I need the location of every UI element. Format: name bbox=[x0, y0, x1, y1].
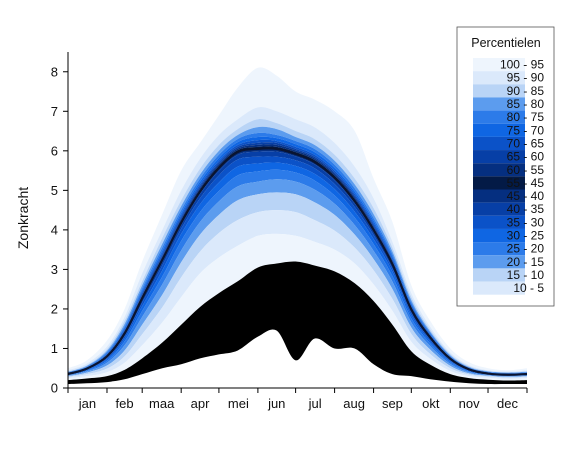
x-tick-label-nov: nov bbox=[459, 396, 480, 411]
band-5-0 bbox=[68, 261, 527, 385]
y-tick-label: 4 bbox=[51, 222, 58, 237]
legend-entry-label: 90 - 85 bbox=[507, 84, 545, 98]
legend-entry-label: 70 - 65 bbox=[507, 136, 545, 150]
y-tick-label: 1 bbox=[51, 341, 58, 356]
legend-swatch bbox=[473, 255, 525, 269]
band-80-75 bbox=[68, 132, 527, 374]
x-ticks: jan feb maa apr mei jun jul aug sep okt nov dec bbox=[67, 388, 528, 411]
band-25-20 bbox=[68, 179, 527, 377]
median-line bbox=[67, 147, 528, 376]
percentile-bands bbox=[68, 67, 527, 385]
legend-entry-label: 45 - 40 bbox=[507, 189, 545, 203]
y-axis-label: Zonkracht bbox=[15, 187, 31, 249]
legend-entry-label: 80 - 75 bbox=[507, 110, 545, 124]
legend-entry-label: 10 - 5 bbox=[513, 281, 544, 295]
axes: 0 1 2 3 4 5 6 7 8 jan feb maa apr mei jun jul aug sep okt… bbox=[51, 52, 528, 411]
x-tick-label-feb: feb bbox=[116, 396, 134, 411]
x-tick-label-maa: maa bbox=[149, 396, 175, 411]
legend-title: Percentielen bbox=[471, 36, 541, 50]
x-tick-label-jun: jun bbox=[267, 396, 285, 411]
legend-entry-label: 60 - 55 bbox=[507, 163, 545, 177]
legend-entry-label: 95 - 90 bbox=[507, 71, 545, 85]
legend-entry-label: 65 - 60 bbox=[507, 150, 545, 164]
legend-entry-label: 30 - 25 bbox=[507, 229, 545, 243]
x-tick-label-jan: jan bbox=[78, 396, 96, 411]
legend-entry-label: 85 - 80 bbox=[507, 97, 545, 111]
median-layer bbox=[67, 147, 528, 376]
band-85-80 bbox=[68, 126, 527, 373]
legend-swatch bbox=[473, 268, 525, 282]
x-tick-label-dec: dec bbox=[497, 396, 518, 411]
legend-swatch bbox=[473, 97, 525, 111]
y-tick-label: 6 bbox=[51, 143, 58, 158]
legend-entry-label: 25 - 20 bbox=[507, 242, 545, 256]
legend-entry-label: 40 - 35 bbox=[507, 202, 545, 216]
legend-swatch bbox=[473, 84, 525, 98]
legend-swatch bbox=[473, 242, 525, 256]
y-tick-label: 7 bbox=[51, 104, 58, 119]
legend-entry-label: 75 - 70 bbox=[507, 123, 545, 137]
legend-swatch bbox=[473, 189, 525, 203]
band-35-30 bbox=[68, 162, 527, 376]
y-tick-label: 8 bbox=[51, 64, 58, 79]
x-tick-label-jul: jul bbox=[308, 396, 322, 411]
band-30-25 bbox=[68, 169, 527, 377]
legend-entry-label: 35 - 30 bbox=[507, 215, 545, 229]
legend-swatch bbox=[473, 281, 525, 295]
x-tick-label-apr: apr bbox=[191, 396, 210, 411]
legend-swatch bbox=[473, 163, 525, 177]
legend-swatch bbox=[473, 123, 525, 137]
band-95-90 bbox=[68, 107, 527, 373]
x-tick-label-aug: aug bbox=[343, 396, 365, 411]
legend-swatch bbox=[473, 110, 525, 124]
legend-swatch bbox=[473, 215, 525, 229]
y-ticks: 0 1 2 3 4 5 6 7 8 bbox=[51, 64, 68, 396]
legend-swatch bbox=[473, 176, 525, 190]
y-tick-label: 5 bbox=[51, 183, 58, 198]
band-20-15 bbox=[68, 192, 527, 378]
band-90-85 bbox=[68, 119, 527, 373]
band-10-5 bbox=[68, 233, 527, 381]
x-tick-label-sep: sep bbox=[382, 396, 403, 411]
legend-swatch bbox=[473, 202, 525, 216]
legend-entry-label: 15 - 10 bbox=[507, 268, 545, 282]
legend-swatch bbox=[473, 58, 525, 72]
legend-swatch bbox=[473, 228, 525, 243]
x-tick-label-okt: okt bbox=[422, 396, 440, 411]
y-tick-label: 2 bbox=[51, 301, 58, 316]
band-15-10 bbox=[68, 210, 527, 379]
legend-swatch bbox=[473, 136, 525, 151]
legend-swatch bbox=[473, 150, 525, 164]
x-tick-label-mei: mei bbox=[228, 396, 249, 411]
y-tick-label: 0 bbox=[51, 381, 58, 396]
y-tick-label: 3 bbox=[51, 262, 58, 277]
legend-entry-label: 55 - 45 bbox=[507, 176, 545, 190]
legend-swatch bbox=[473, 71, 525, 85]
legend-entry-label: 20 - 15 bbox=[507, 255, 545, 269]
legend-entry-label: 100 - 95 bbox=[500, 58, 544, 72]
